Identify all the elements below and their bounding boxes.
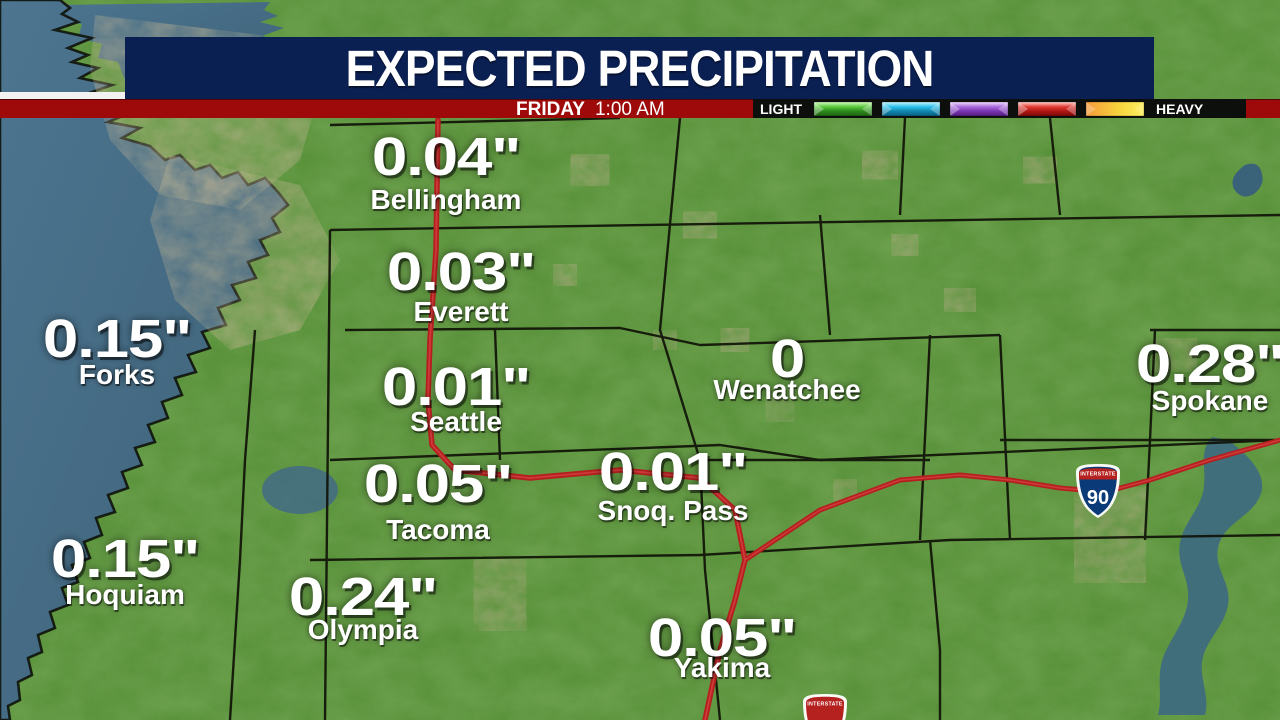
svg-text:90: 90 — [1087, 487, 1109, 509]
svg-text:INTERSTATE: INTERSTATE — [1080, 472, 1116, 478]
svg-text:INTERSTATE: INTERSTATE — [807, 702, 843, 708]
